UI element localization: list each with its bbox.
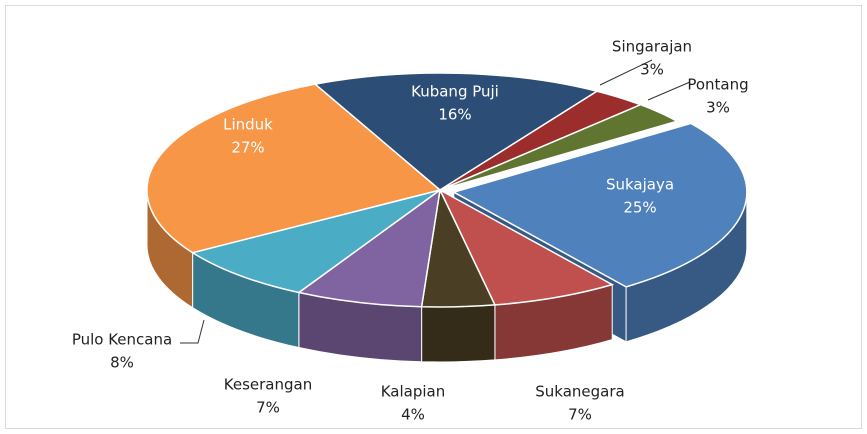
slice (438, 188, 615, 306)
leader-line (647, 81, 691, 101)
slice-value-label: 7% (568, 406, 592, 424)
slice (451, 122, 748, 288)
slice-label: Linduk (223, 116, 273, 134)
slice (146, 83, 442, 254)
slice-value-label: 7% (256, 399, 280, 417)
slice-label: Kalapian (381, 383, 446, 401)
leader-line (599, 59, 653, 86)
slice-value-label: 27% (231, 139, 264, 157)
leader-line (180, 319, 205, 344)
slice-side (421, 304, 496, 363)
slice-label: Singarajan (612, 38, 692, 56)
slice-label: Sukajaya (606, 176, 674, 194)
slice-label: Kubang Puji (411, 83, 499, 101)
slice-label: Sukanegara (535, 383, 624, 401)
slice (313, 72, 599, 191)
slice-value-label: 4% (401, 406, 425, 424)
slice-value-label: 3% (706, 99, 730, 117)
slice-value-label: 25% (623, 199, 656, 217)
slice-label: Pontang (687, 76, 748, 94)
slice-value-label: 3% (640, 61, 664, 79)
slice-label: Keserangan (224, 376, 312, 394)
slice-value-label: 8% (110, 354, 134, 372)
slice (439, 103, 679, 191)
slice-value-label: 16% (438, 106, 471, 124)
slice-label: Pulo Kencana (72, 331, 172, 349)
slice (190, 189, 441, 294)
slice (297, 188, 442, 308)
